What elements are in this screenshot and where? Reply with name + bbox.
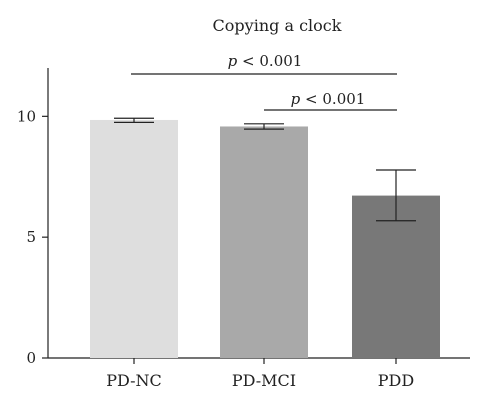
p-symbol: p xyxy=(291,90,301,108)
y-tick-label-1: 5 xyxy=(26,228,36,246)
x-tick-label-pd-nc: PD-NC xyxy=(106,371,162,390)
p-value: < 0.001 xyxy=(300,90,365,108)
p-symbol: p xyxy=(228,52,238,70)
y-tick-label-0: 0 xyxy=(26,349,36,367)
x-tick-label-pd-mci: PD-MCI xyxy=(232,371,296,390)
y-tick-label-2: 10 xyxy=(17,107,36,125)
x-tick-label-pdd: PDD xyxy=(378,371,414,390)
chart-title: Copying a clock xyxy=(213,16,342,35)
significance-label-0: p < 0.001 xyxy=(228,52,303,70)
bar-pd-mci xyxy=(220,126,308,358)
significance-label-1: p < 0.001 xyxy=(291,90,366,108)
bar-pd-nc xyxy=(90,119,178,358)
bar-pdd xyxy=(352,195,440,358)
p-value: < 0.001 xyxy=(237,52,302,70)
